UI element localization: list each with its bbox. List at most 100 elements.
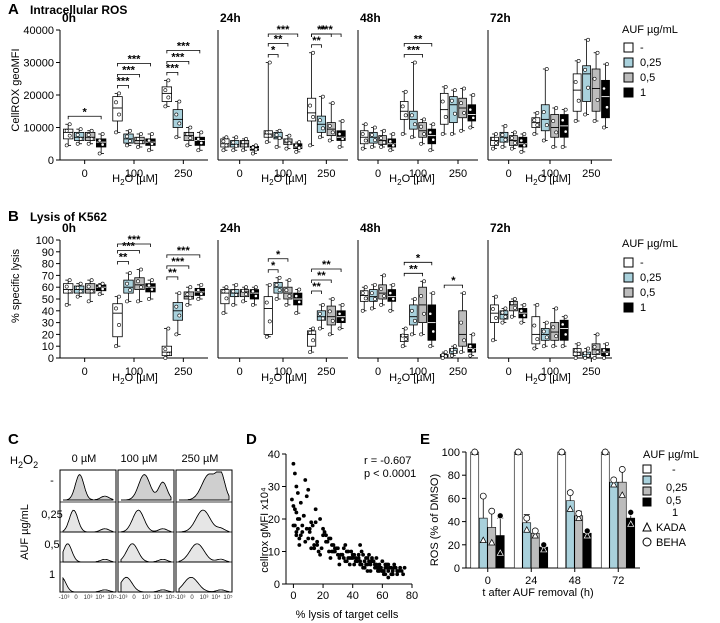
b-ytick-label: 40 [42,306,54,318]
b-facet-label: 0h [62,221,76,235]
b-point [311,338,315,343]
b-point [78,281,83,286]
a-point [450,98,454,103]
a-point [605,62,609,67]
b-point [251,302,255,307]
a-point [125,134,129,139]
b-point [491,338,495,343]
a-xtick-label: 0 [82,168,88,180]
b-point [75,294,80,299]
panel-e-xtick-label: 0 [485,575,491,587]
b-sig-bracket [403,272,423,277]
panel-d-point [333,546,337,551]
a-xtick-label: 250 [449,168,467,180]
b-point [413,318,417,323]
a-box [518,136,528,148]
a-point [560,118,565,123]
a-facet-label: 72h [490,11,511,25]
a-point [431,137,436,142]
legend-a-swatch-2 [623,57,634,68]
legend-e-item-2: 0,25 [666,482,687,494]
b-sig-bracket [267,258,289,262]
panel-d-point [352,562,357,567]
a-point [297,140,302,145]
b-sig-label: ** [168,267,177,279]
panel-d-point [294,533,299,538]
a-point [318,135,322,140]
panel-d-point [295,517,300,521]
a-point [308,143,312,148]
a-point [563,107,568,112]
a-point [294,143,299,148]
panel-d-point [399,569,404,573]
panel-d-point [307,526,312,531]
a-point [199,141,204,145]
b-point [491,307,495,311]
a-point [453,88,457,93]
a-point [327,138,332,143]
a-point [403,113,408,118]
b-point [318,311,322,316]
panel-e-bar [487,527,497,569]
panel-d-point [378,565,383,570]
a-xtick-label: 250 [582,168,600,180]
a-box [409,110,418,130]
legend-a-item-2: 0,25 [640,57,661,69]
a-point [535,110,540,115]
b-point [277,288,282,293]
b-point [294,294,299,298]
panel-c-histograms: -10³ 0 10³ 10⁴ 10⁵ -10³ 0 10³ 10⁴ 10⁵ -10³ 0 10³ 10⁴ 1… [59,469,233,601]
b-sig-label: * [416,252,421,264]
panel-a: A Intracellular ROS CellROX geoMFI 01000… [8,1,612,187]
panel-d-xtick-label: 60 [376,590,388,602]
panel-e-xtick-label: 24 [525,575,537,587]
b-box [387,289,397,302]
panel-e-xtick-label: 72 [612,575,624,587]
a-sig-label: * [83,106,88,118]
b-point [241,299,245,304]
b-box [509,300,518,312]
panel-d-point [367,559,371,564]
a-point [284,138,289,143]
b-point [128,271,132,275]
panel-c-axis-tick: 10⁴ [95,594,105,601]
b-point [308,330,312,335]
panel-e-kada-point [523,525,531,533]
b-point [100,281,105,286]
b-point [370,291,374,296]
panel-d-point [291,504,296,508]
panel-e-beha-point [558,448,566,456]
legend-a-title: AUF µg/mL [622,24,678,36]
panel-d-point [300,530,305,534]
b-point [136,279,140,284]
panel-c-axis-tick: 10³ [200,595,209,601]
panel-c-h2o2-label: H2O2 [10,452,38,470]
b-point [462,291,466,296]
b-point [147,297,151,301]
b-point [602,356,606,360]
legend-b-item-4: 1 [640,302,646,314]
panel-d-point [356,556,361,560]
a-box [378,135,387,145]
b-point [605,341,609,346]
a-point [400,104,405,109]
panel-c-histogram-outline [179,471,230,501]
b-box [96,284,107,292]
b-point [234,282,239,287]
a-point [234,143,239,148]
panel-d-point [398,565,403,570]
b-point [199,282,204,287]
a-point [462,86,466,91]
panel-d-point [319,546,324,551]
a-point [544,123,549,127]
a-point [251,145,255,150]
a-sig-label: ** [414,34,423,46]
b-facet-label: 24h [220,221,241,235]
b-point [231,302,236,307]
b-point [370,306,374,311]
panel-d-point [315,543,320,547]
b-point [163,347,168,352]
a-sig-label: *** [171,51,185,63]
b-point [244,285,248,290]
